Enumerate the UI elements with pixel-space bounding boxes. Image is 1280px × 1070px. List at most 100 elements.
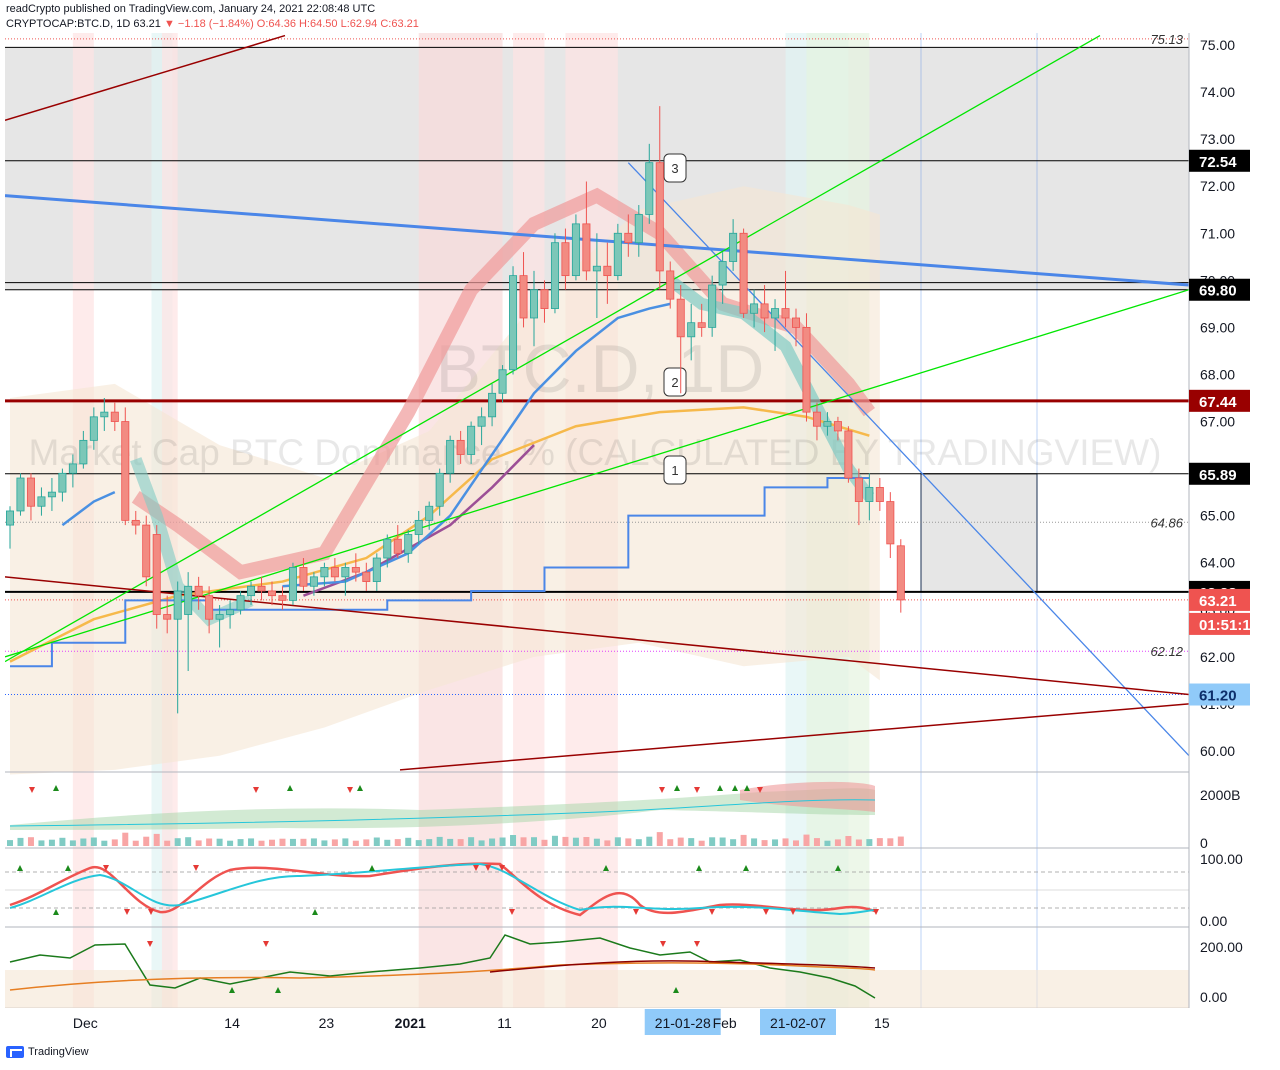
volume-bar	[625, 838, 632, 846]
candle	[68, 454, 77, 488]
candle	[739, 228, 748, 318]
signal-up-arrow	[312, 909, 318, 915]
signal-down-arrow	[873, 909, 879, 915]
volume-bar	[887, 838, 894, 846]
volume-bar	[772, 839, 779, 846]
volume-bar	[321, 840, 328, 846]
ma-blue-early	[61, 490, 116, 527]
signal-up-arrow	[696, 865, 702, 871]
price-axis[interactable]: 60.0061.0062.0063.0064.0065.0066.0067.00…	[1150, 32, 1280, 1008]
candle-body	[383, 538, 392, 559]
candle-body	[571, 223, 580, 277]
price-label-bg	[1189, 612, 1250, 635]
volume-bar	[531, 837, 537, 846]
candle-body	[79, 439, 88, 465]
signal-down-arrow	[694, 787, 700, 793]
candle-body	[372, 557, 381, 582]
candle-body	[613, 232, 622, 277]
volume-bar	[59, 837, 66, 846]
pane-tick: 2000B	[1200, 787, 1240, 803]
candle-body	[205, 595, 214, 620]
candle	[299, 558, 308, 591]
volume-bar	[793, 840, 799, 846]
candle	[278, 586, 287, 610]
watermark-description: Market Cap BTC Dominance, % (CALCULATED …	[29, 432, 1162, 473]
candle-body	[351, 567, 360, 573]
candle	[750, 289, 759, 328]
candle	[142, 515, 151, 587]
candle-body	[6, 510, 14, 526]
candle	[247, 581, 256, 606]
candle	[267, 581, 276, 606]
volume-bar	[677, 837, 684, 846]
candle	[833, 416, 842, 441]
volume-bar	[300, 838, 307, 846]
pane-tick: 0	[1200, 835, 1208, 851]
signal-down-arrow	[499, 865, 505, 871]
candle-body	[676, 298, 685, 338]
candle-body	[89, 416, 98, 441]
candle-body	[68, 463, 77, 474]
time-label: 2021	[395, 1015, 426, 1031]
volume-bar	[803, 834, 810, 846]
volume-bar	[551, 835, 558, 846]
volume-bar	[17, 837, 24, 846]
candle	[603, 242, 612, 304]
volume-bar	[310, 838, 317, 846]
candle	[257, 576, 266, 601]
price-tick: 64.00	[1200, 555, 1235, 571]
candle	[173, 581, 182, 714]
candle	[844, 426, 853, 483]
candle	[6, 506, 14, 549]
candle-body	[414, 519, 423, 535]
volume-bar	[248, 838, 255, 846]
candle-body	[247, 585, 256, 597]
tradingview-footer[interactable]: TradingView	[6, 1046, 89, 1058]
candle-body	[750, 303, 759, 314]
candle	[425, 501, 434, 530]
candle-body	[624, 232, 633, 244]
candle-body	[163, 614, 172, 620]
signal-up-arrow	[743, 865, 749, 871]
candle-body	[771, 308, 780, 319]
candle	[16, 473, 25, 516]
strength-ma	[9, 962, 876, 991]
candle	[100, 398, 109, 431]
volume-bar	[499, 837, 506, 846]
candle	[37, 487, 46, 516]
candle	[47, 478, 56, 511]
candle	[435, 468, 444, 516]
signal-up-arrow	[732, 785, 738, 791]
volume-pane	[7, 781, 904, 846]
candle	[771, 299, 780, 351]
candle-body	[100, 411, 109, 418]
volume-bar	[258, 840, 265, 846]
volume-bar	[164, 840, 171, 846]
candle	[530, 270, 539, 347]
signal-down-arrow	[263, 941, 269, 947]
candle	[875, 478, 884, 511]
volume-bar	[572, 837, 579, 846]
candle-body	[435, 472, 444, 507]
price-tick: 75.00	[1200, 37, 1235, 53]
candle	[540, 280, 549, 323]
volume-bar	[101, 840, 108, 846]
candle	[519, 252, 528, 328]
signal-down-arrow	[485, 865, 491, 871]
time-label-bg	[760, 1009, 836, 1035]
time-axis[interactable]: 20-09-02Dec14232021112021-01-28Feb21-02-…	[0, 1008, 1189, 1038]
candle-body	[236, 595, 245, 611]
signal-down-arrow	[757, 787, 763, 793]
price-label: 01:51:14	[1199, 617, 1260, 634]
signal-down-arrow	[659, 787, 665, 793]
candle	[205, 586, 214, 634]
time-label-bg	[644, 1009, 721, 1035]
candle	[152, 525, 161, 629]
volume-bar	[38, 840, 45, 846]
volume-bar	[510, 835, 517, 846]
symbol-label: CRYPTOCAP:BTC.D, 1D	[6, 18, 131, 30]
signal-down-arrow	[509, 909, 515, 915]
volume-bar	[132, 840, 139, 846]
time-label: 23	[319, 1015, 335, 1031]
